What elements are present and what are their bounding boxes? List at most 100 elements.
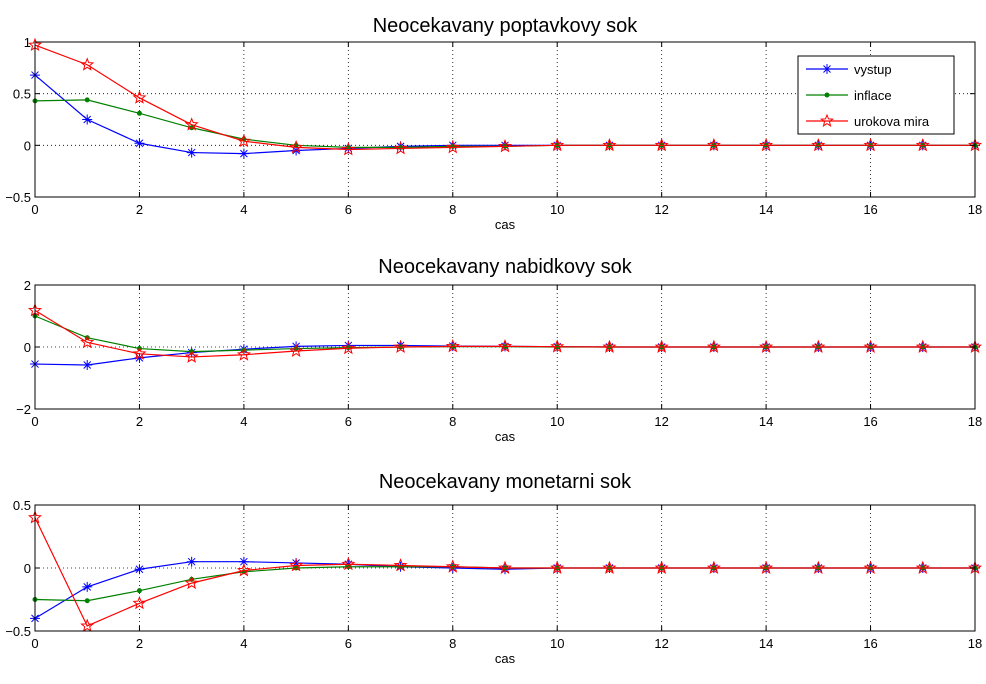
data-point: [550, 137, 565, 152]
x-tick-label: 2: [136, 202, 143, 217]
x-tick-label: 6: [345, 636, 352, 651]
data-point: [289, 140, 304, 154]
x-tick-label: 10: [550, 202, 564, 217]
series-line: [34, 44, 975, 151]
data-point: [445, 339, 460, 353]
data-point: [824, 92, 830, 98]
data-point: [654, 560, 669, 574]
data-point: [445, 559, 460, 573]
x-tick-label: 8: [449, 202, 456, 217]
data-point: [393, 339, 408, 353]
x-tick-label: 14: [759, 636, 773, 651]
data-point: [238, 148, 249, 159]
data-point: [184, 117, 199, 131]
data-point: [863, 137, 878, 152]
data-point: [811, 137, 826, 152]
y-tick-label: 0.5: [13, 87, 31, 102]
data-point: [393, 558, 408, 572]
data-point: [80, 618, 95, 632]
x-tick-label: 8: [449, 636, 456, 651]
data-point: [82, 114, 93, 125]
data-point: [236, 133, 251, 148]
y-tick-label: −0.5: [5, 624, 31, 639]
data-point: [132, 595, 147, 610]
y-tick-label: 2: [24, 278, 31, 293]
x-tick-label: 4: [240, 202, 247, 217]
y-tick-label: 0: [24, 561, 31, 576]
x-tick-label: 0: [31, 202, 38, 217]
data-point: [706, 339, 721, 353]
data-point: [136, 588, 142, 594]
x-tick-label: 0: [31, 636, 38, 651]
data-point: [863, 560, 878, 574]
x-tick-label: 8: [449, 414, 456, 429]
x-tick-label: 18: [968, 414, 982, 429]
data-point: [445, 140, 460, 154]
data-point: [822, 64, 832, 74]
data-point: [184, 575, 199, 590]
data-point: [811, 339, 826, 353]
x-tick-label: 12: [654, 202, 668, 217]
y-tick-label: 0: [24, 340, 31, 355]
series-line: [34, 309, 975, 358]
data-point: [393, 141, 408, 155]
data-point: [80, 57, 95, 71]
data-point: [819, 113, 835, 127]
data-point: [236, 347, 251, 361]
series-2: [27, 510, 983, 632]
data-point: [289, 343, 304, 357]
data-point: [84, 97, 90, 103]
data-point: [706, 137, 721, 152]
y-tick-label: 1: [24, 35, 31, 50]
x-tick-label: 6: [345, 202, 352, 217]
series-line: [34, 517, 975, 627]
data-point: [184, 349, 199, 363]
axes-box: [34, 41, 976, 198]
y-tick-label: 0.5: [13, 498, 31, 513]
legend-item: urokova mira: [806, 113, 930, 129]
x-axis-label: cas: [495, 651, 516, 666]
x-tick-label: 16: [863, 414, 877, 429]
data-point: [236, 563, 251, 577]
data-point: [132, 346, 147, 360]
x-axis-label: cas: [495, 217, 516, 232]
data-point: [341, 340, 356, 355]
legend: vystup inflace urokova mira: [797, 55, 955, 135]
data-point: [759, 137, 774, 152]
data-point: [341, 556, 356, 571]
x-tick-label: 18: [968, 202, 982, 217]
data-point: [811, 560, 826, 574]
x-axis-label: cas: [495, 429, 516, 444]
data-point: [863, 339, 878, 353]
x-tick-label: 14: [759, 202, 773, 217]
data-point: [706, 560, 721, 574]
data-point: [132, 90, 147, 104]
data-point: [134, 352, 145, 363]
chart-title: Neocekavany monetarni sok: [379, 471, 632, 493]
x-tick-label: 16: [863, 202, 877, 217]
chart-title: Neocekavany nabidkovy sok: [378, 256, 632, 278]
data-point: [759, 560, 774, 574]
x-tick-label: 6: [345, 414, 352, 429]
data-point: [238, 556, 249, 567]
data-point: [134, 138, 145, 149]
data-point: [550, 339, 565, 353]
legend-label: urokova mira: [854, 114, 930, 129]
series-2: [27, 37, 983, 156]
y-tick-label: 0: [24, 138, 31, 153]
data-point: [80, 334, 95, 349]
data-point: [82, 359, 93, 370]
x-tick-label: 4: [240, 414, 247, 429]
x-tick-label: 14: [759, 414, 773, 429]
data-point: [186, 556, 197, 567]
data-point: [915, 137, 930, 152]
data-point: [497, 339, 513, 353]
x-tick-label: 10: [550, 414, 564, 429]
data-point: [134, 564, 145, 575]
data-point: [84, 598, 90, 604]
data-point: [136, 110, 142, 116]
y-tick-label: −2: [16, 402, 31, 417]
data-point: [497, 139, 513, 153]
data-point: [915, 560, 930, 574]
